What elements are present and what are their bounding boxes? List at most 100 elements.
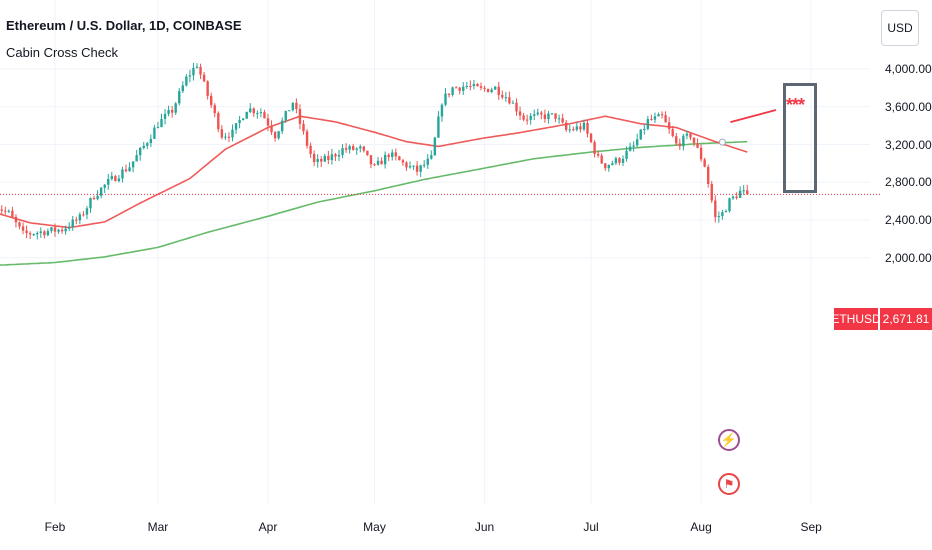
candle-body [611,163,614,165]
candle-body [60,229,64,232]
candle-body [423,164,426,166]
candle [359,144,362,153]
currency-button[interactable]: USD [881,10,919,46]
candle [650,114,653,121]
candle [547,110,550,124]
candle-body [650,119,653,121]
candle-body [462,86,465,91]
candle [142,142,145,150]
y-tick-label: 3,600.00 [885,99,932,114]
candle-body [369,155,373,165]
candle [437,111,440,138]
candle [160,113,163,128]
lightning-icon[interactable]: ⚡ [718,429,740,451]
candle [323,153,326,163]
candle-body [515,102,518,112]
candle [593,140,596,158]
candle-body [604,163,607,169]
candle-body [305,131,309,146]
candle [714,195,717,223]
candle [0,205,3,215]
candle-body [667,122,671,130]
candle [632,141,635,152]
candle [295,98,298,114]
candle-body [490,89,493,93]
candle-body [206,81,209,96]
candle-body [135,155,138,162]
annotation-box[interactable] [783,83,817,193]
candle [447,93,451,98]
candle-body [89,197,92,209]
candle-body [501,94,504,98]
candle [231,124,234,142]
candle-body [202,74,206,82]
us-flag-icon[interactable]: ⚑ [718,473,740,495]
candle-body [401,160,405,163]
candle [149,134,153,148]
candle-body [366,150,369,156]
x-tick-label: Apr [258,520,278,534]
candle [685,130,689,140]
annotation-text: *** [786,95,805,115]
candle [178,88,181,106]
candle-body [263,112,266,119]
candle [82,211,85,217]
candle [671,125,674,138]
candle-body [224,136,227,138]
candle [89,197,92,213]
candle-body [419,165,422,172]
candle [71,216,74,231]
candle [210,92,213,109]
candle-body [302,123,305,132]
candle-body [39,231,42,233]
candle-body [550,113,554,115]
candle [433,136,437,156]
candle [568,125,571,133]
candle [124,164,128,173]
candle [472,79,476,90]
candle [728,197,731,213]
candle-body [742,190,745,192]
ma-fast-line [0,115,748,229]
candle-body [259,112,263,114]
candle [376,156,380,166]
candle [398,155,401,161]
candle [479,82,483,91]
candle-body [210,95,213,106]
candle [43,229,46,239]
candle [302,120,305,135]
candle [99,186,103,199]
candle [284,110,287,123]
candle-body [312,154,316,162]
candle [50,226,53,234]
candle-body [103,184,106,188]
y-tick-label: 4,000.00 [885,62,932,76]
candle-body [536,112,539,115]
candle-body [7,210,11,212]
candle [181,81,184,94]
candle [217,111,220,133]
candle [131,161,135,173]
candle [525,114,529,125]
candle [476,82,479,87]
candle [412,165,415,170]
candle-body [57,229,60,232]
candle [18,221,21,230]
candle [494,85,497,90]
candle [220,125,224,140]
candle-body [554,113,557,119]
candle-body [728,198,731,212]
indicator-label[interactable]: Cabin Cross Check [6,45,118,60]
candle [14,214,18,228]
candle-body [185,76,188,86]
candle-body [0,209,3,211]
candle [465,81,468,89]
candle [561,113,564,124]
candle [266,113,270,132]
candle [497,81,500,100]
candle [724,209,728,213]
candle [352,143,355,151]
x-tick-label: Mar [147,520,169,534]
candle [156,121,160,129]
